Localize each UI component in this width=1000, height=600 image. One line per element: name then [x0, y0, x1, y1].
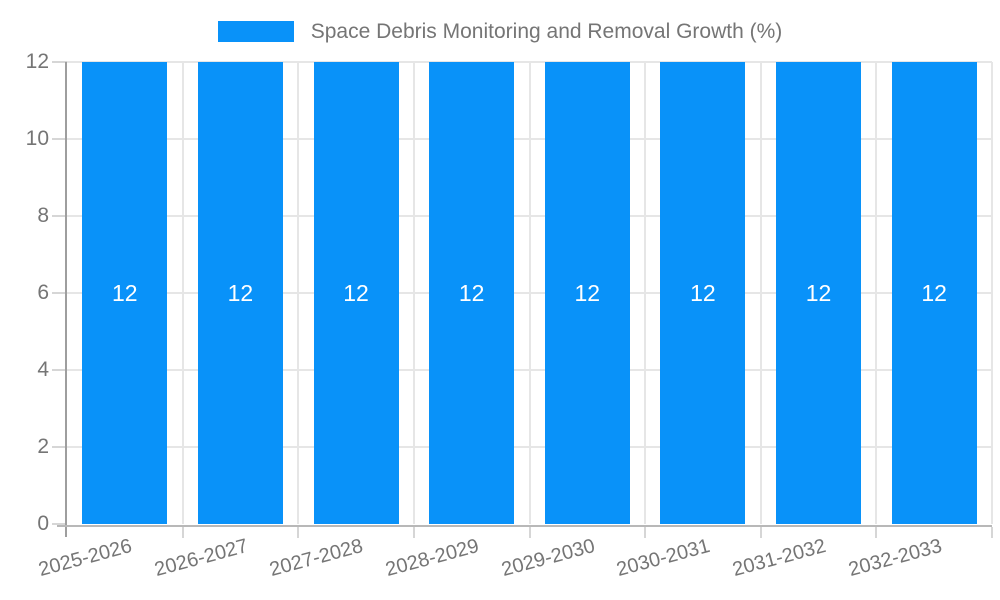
y-tick-label: 8 — [37, 204, 49, 227]
x-tick-label: 2026-2027 — [152, 535, 251, 582]
x-tick-mark — [759, 527, 762, 538]
bar: 12 — [891, 62, 977, 524]
legend-swatch — [217, 21, 294, 42]
y-tick-mark — [52, 138, 67, 140]
bar-value-label: 12 — [690, 279, 716, 306]
x-axis-line — [57, 525, 992, 527]
x-tick-mark — [875, 527, 878, 538]
y-tick-mark — [52, 292, 67, 294]
v-gridline — [297, 62, 300, 524]
bar: 12 — [82, 62, 168, 524]
bar-value-label: 12 — [458, 279, 485, 306]
y-tick-mark — [52, 523, 67, 525]
x-tick-label: 2032-2033 — [845, 535, 944, 582]
v-gridline — [181, 62, 184, 524]
y-tick-label: 4 — [37, 358, 49, 381]
y-tick-mark — [52, 446, 67, 448]
x-tick-label: 2028-2029 — [383, 535, 482, 582]
x-tick-mark — [644, 527, 647, 538]
x-tick-mark — [412, 527, 415, 538]
bar-value-label: 12 — [805, 279, 832, 306]
v-gridline — [412, 62, 415, 524]
x-tick-mark — [528, 527, 531, 538]
v-gridline — [644, 62, 647, 524]
y-tick-label: 10 — [25, 127, 49, 150]
y-tick-label: 6 — [37, 281, 49, 304]
bar: 12 — [776, 62, 862, 524]
x-tick-label: 2030-2031 — [614, 535, 713, 582]
bar: 12 — [660, 62, 746, 524]
x-tick-label: 2025-2026 — [36, 535, 135, 582]
x-tick-label: 2031-2032 — [730, 535, 829, 582]
bar: 12 — [544, 62, 630, 524]
v-gridline — [875, 62, 878, 524]
bar-value-label: 12 — [343, 279, 369, 306]
y-tick-mark — [52, 369, 67, 371]
y-tick-label: 2 — [37, 435, 49, 458]
bar: 12 — [313, 62, 399, 524]
bar: 12 — [429, 62, 515, 524]
x-tick-label: 2029-2030 — [498, 535, 598, 582]
bar-value-label: 12 — [112, 279, 138, 306]
x-tick-mark — [991, 527, 993, 538]
x-tick-mark — [297, 527, 300, 538]
v-gridline — [759, 62, 762, 524]
y-tick-mark — [52, 215, 67, 217]
y-tick-label: 0 — [37, 512, 49, 535]
bar-value-label: 12 — [921, 279, 947, 306]
chart-legend[interactable]: Space Debris Monitoring and Removal Grow… — [0, 21, 1000, 42]
v-gridline — [991, 62, 993, 524]
x-tick-label: 2027-2028 — [267, 535, 366, 582]
v-gridline — [528, 62, 531, 524]
y-axis-line — [65, 62, 67, 537]
legend-label: Space Debris Monitoring and Removal Grow… — [310, 20, 783, 43]
y-tick-label: 12 — [25, 50, 49, 73]
bar-value-label: 12 — [227, 279, 254, 306]
bar-value-label: 12 — [574, 279, 601, 306]
bar: 12 — [197, 62, 283, 524]
x-tick-mark — [181, 527, 184, 538]
y-tick-mark — [52, 61, 67, 63]
